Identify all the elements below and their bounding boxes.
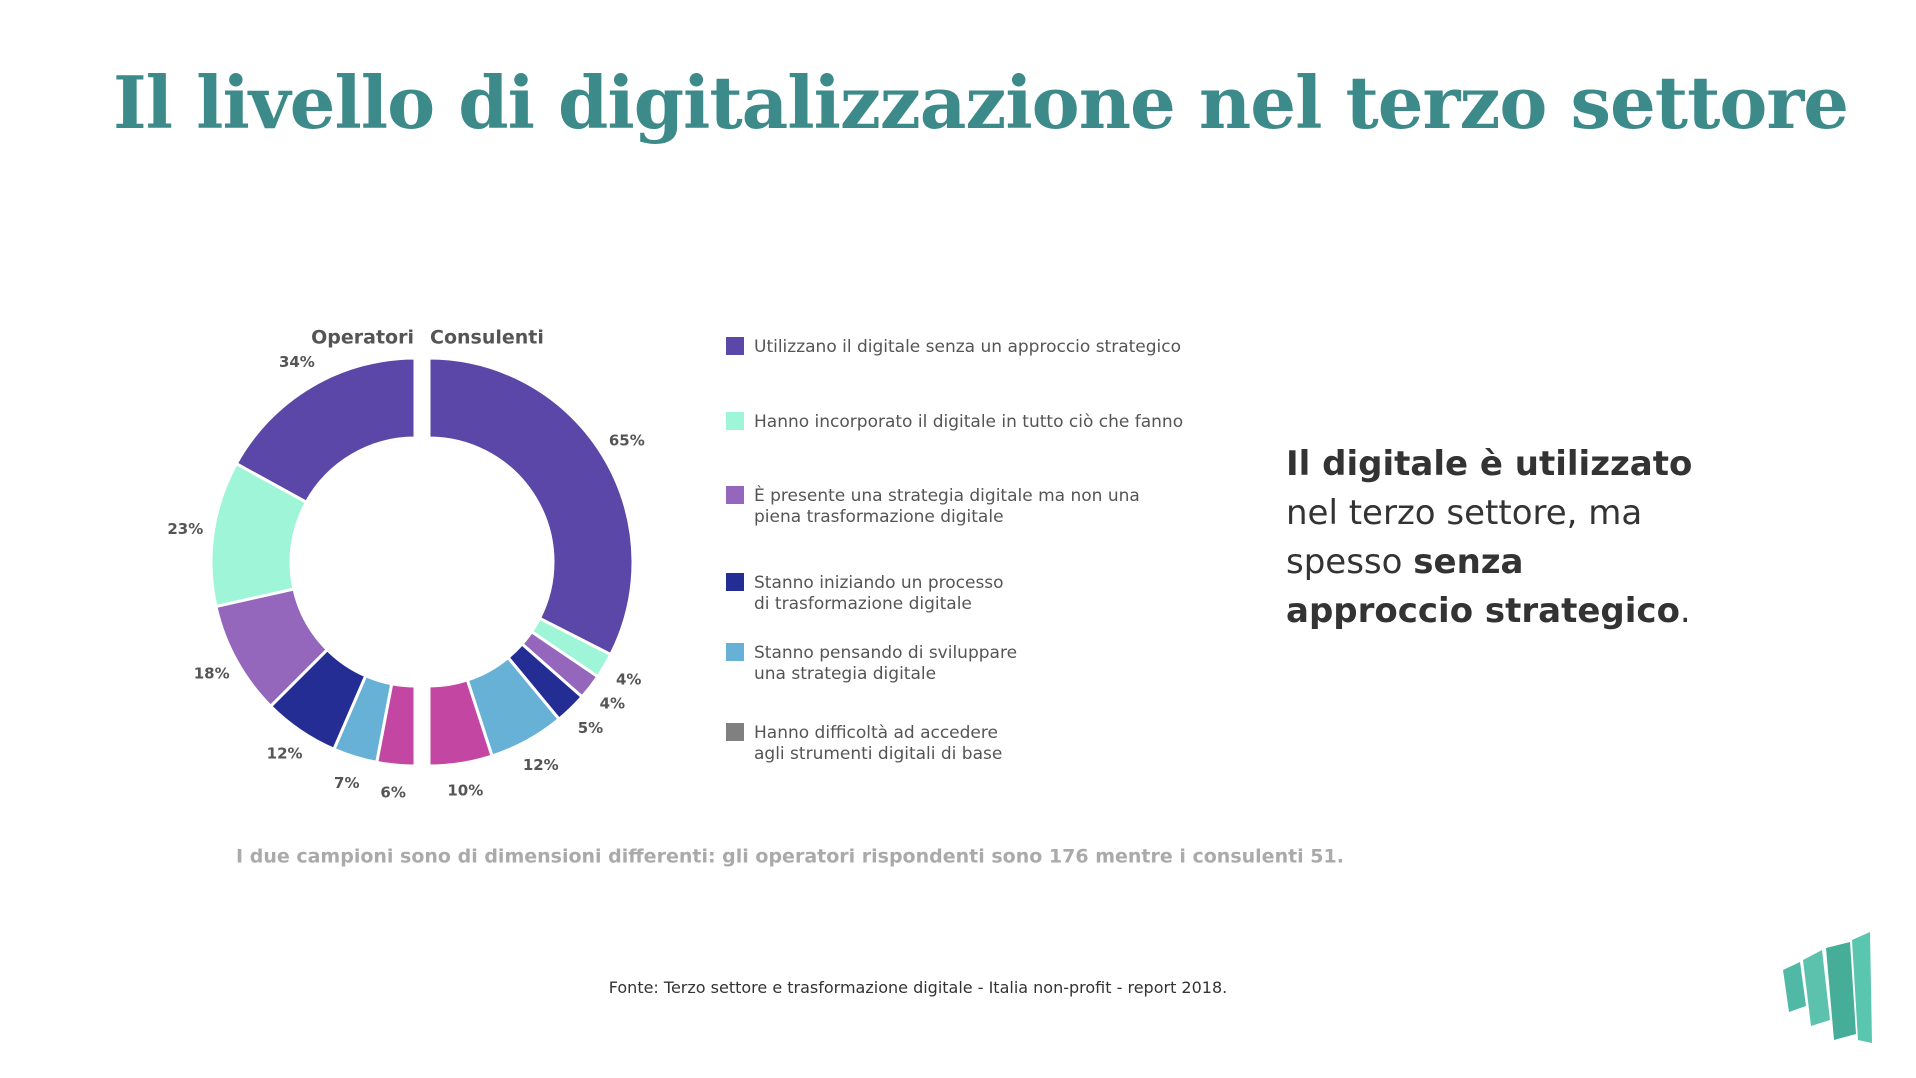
- side-text-part: nel terzo settore, ma spesso: [1286, 493, 1643, 582]
- side-text: Il digitale è utilizzato nel terzo setto…: [1286, 440, 1706, 636]
- legend-swatch: [726, 337, 744, 355]
- value-label: 5%: [578, 719, 603, 737]
- donut-segment: [234, 356, 417, 505]
- legend-swatch: [726, 412, 744, 430]
- value-label: 12%: [523, 756, 559, 774]
- logo: [1783, 932, 1872, 1043]
- legend-label: Stanno iniziando un processo di trasforma…: [754, 573, 1004, 614]
- legend-label: Utilizzano il digitale senza un approcci…: [754, 337, 1181, 357]
- value-label: 7%: [334, 774, 359, 792]
- donut-segment: [375, 682, 417, 768]
- donut-segment: [268, 647, 368, 752]
- legend-swatch: [726, 486, 744, 504]
- series-label: Operatori: [311, 327, 414, 349]
- value-label: 18%: [194, 664, 230, 682]
- slide-title: Il livello di digitalizzazione nel terzo…: [113, 60, 1849, 145]
- source: Fonte: Terzo settore e trasformazione di…: [608, 978, 1228, 997]
- legend-swatch: [726, 573, 744, 591]
- legend-swatch: [726, 643, 744, 661]
- value-label: 23%: [167, 520, 203, 538]
- legend-label: È presente una strategia digitale ma non…: [754, 484, 1140, 527]
- chart-note: I due campioni sono di dimensioni differ…: [236, 846, 1344, 868]
- value-label: 4%: [616, 671, 641, 689]
- side-text-part: Il digitale è utilizzato: [1286, 444, 1693, 484]
- value-label: 65%: [609, 431, 645, 449]
- series-label: Consulenti: [430, 327, 544, 349]
- donut-segment: [209, 461, 309, 609]
- legend-label: Hanno difficoltà ad accedere agli strumen…: [754, 723, 1002, 764]
- legend-swatch: [726, 723, 744, 741]
- donut-segment: [332, 673, 394, 765]
- value-label: 4%: [600, 695, 625, 713]
- value-label: 10%: [447, 782, 483, 800]
- legend-label: Hanno incorporato il digitale in tutto c…: [754, 412, 1183, 432]
- donut-segment: [427, 678, 494, 768]
- legend-label: Stanno pensando di sviluppare una strateg…: [754, 643, 1017, 684]
- value-label: 12%: [267, 744, 303, 762]
- value-label: 34%: [279, 353, 315, 371]
- side-text-part: .: [1679, 591, 1691, 631]
- donut-segment: [427, 356, 635, 657]
- value-label: 6%: [380, 783, 405, 801]
- side-text-part: senza approccio strategico: [1286, 542, 1680, 631]
